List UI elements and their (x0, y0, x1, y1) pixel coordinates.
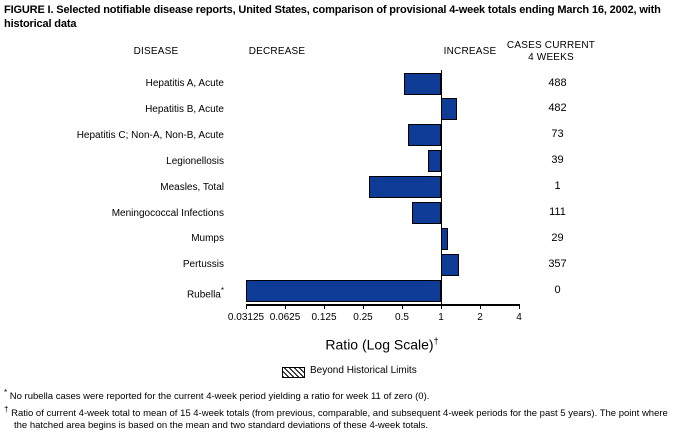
axis-tick-label: 4 (516, 312, 522, 323)
disease-label: Hepatitis C; Non-A, Non-B, Acute (76, 129, 224, 141)
axis-tick (401, 304, 403, 309)
disease-label: Meningococcal Infections (111, 207, 224, 219)
dagger-marker: † (4, 404, 9, 414)
axis-tick-label: 0.25 (353, 312, 373, 323)
axis-tick (362, 304, 364, 309)
axis-tick-label: 2 (477, 312, 483, 323)
cases-current-value: 0 (554, 283, 561, 296)
axis-tick (479, 304, 481, 309)
disease-label: Pertussis (182, 259, 224, 271)
ratio-bar (427, 150, 441, 173)
footnote-dagger-text: Ratio of current 4-week total to mean of… (11, 407, 668, 432)
disease-label: Measles, Total (160, 181, 224, 193)
ratio-bar (441, 98, 457, 121)
axis-tick-label: 1 (438, 312, 444, 323)
ratio-bar (441, 253, 460, 276)
cases-current-value: 39 (551, 154, 564, 167)
baseline-ratio-1-line (440, 70, 442, 305)
footnote-dagger: † Ratio of current 4-week total to mean … (4, 404, 680, 433)
axis-tick (323, 304, 325, 309)
footnote-asterisk: * No rubella cases were reported for the… (4, 387, 680, 404)
cases-current-value: 111 (549, 206, 566, 218)
axis-tick (440, 304, 442, 309)
asterisk-marker: * (4, 388, 8, 397)
cases-current-value: 73 (551, 128, 564, 141)
axis-tick (518, 304, 520, 309)
ratio-bar (441, 227, 449, 250)
axis-tick-label: 0.125 (311, 312, 337, 323)
axis-tick (245, 304, 247, 309)
ratio-bar (369, 176, 441, 199)
column-header-disease: DISEASE (133, 46, 179, 57)
cases-current-value: 482 (548, 102, 567, 115)
footnote-asterisk-text: No rubella cases were reported for the c… (9, 391, 430, 403)
x-axis-title: Ratio (Log Scale)† (282, 336, 482, 353)
legend-label: Beyond Historical Limits (310, 365, 417, 376)
axis-tick-label: 0.0625 (269, 312, 301, 323)
disease-label: Hepatitis A, Acute (145, 78, 224, 89)
disease-label: Rubella* (186, 286, 224, 301)
cases-current-value: 1 (554, 180, 561, 193)
column-header-cases-current-4-weeks: CASES CURRENT 4 WEEKS (496, 40, 606, 64)
cases-current-value: 488 (548, 76, 567, 89)
axis-tick (284, 304, 286, 309)
cases-current-value: 357 (548, 257, 567, 270)
disease-label: Hepatitis B, Acute (145, 103, 224, 115)
asterisk-superscript: * (220, 286, 224, 296)
cases-current-value: 29 (551, 231, 564, 244)
ratio-bar (408, 124, 441, 147)
ratio-bar (412, 202, 441, 224)
x-axis-title-text: Ratio (Log Scale) (325, 336, 434, 353)
column-header-decrease: DECREASE (248, 46, 306, 57)
dagger-superscript: † (433, 336, 439, 346)
cases-header-line1: CASES CURRENT (506, 40, 596, 51)
disease-label: Legionellosis (166, 155, 224, 167)
hatched-swatch-icon (282, 367, 305, 378)
ratio-bar (404, 72, 441, 95)
figure-title: FIGURE I. Selected notifiable disease re… (4, 4, 661, 30)
disease-label: Mumps (191, 233, 224, 245)
cases-header-line2: 4 WEEKS (528, 52, 574, 63)
axis-tick-label: 0.03125 (227, 312, 265, 323)
column-header-increase: INCREASE (443, 46, 497, 57)
axis-tick-label: 0.5 (395, 312, 409, 323)
ratio-bar (246, 279, 441, 302)
x-axis-line (245, 304, 520, 306)
footnotes: * No rubella cases were reported for the… (4, 387, 680, 433)
